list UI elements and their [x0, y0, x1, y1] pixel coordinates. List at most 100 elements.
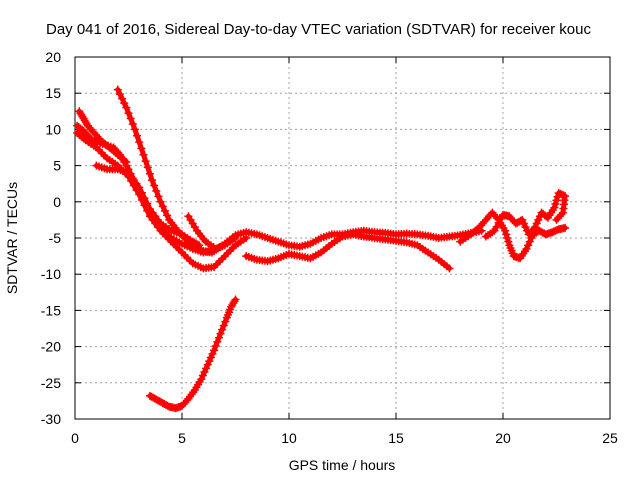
data-point [200, 367, 209, 376]
series-track-9 [456, 208, 570, 263]
data-point [524, 241, 533, 250]
data-point [529, 224, 538, 233]
data-point [518, 215, 527, 224]
y-tick-label: -10 [41, 266, 61, 282]
data-point [150, 181, 159, 190]
y-tick-label: 20 [45, 49, 61, 65]
y-tick-label: -20 [41, 339, 61, 355]
x-tick-label: 0 [71, 430, 79, 446]
series-track-10 [481, 189, 570, 241]
x-tick-label: 5 [178, 430, 186, 446]
data-point [95, 134, 104, 143]
data-point [198, 371, 207, 380]
data-point [154, 192, 163, 201]
data-point [160, 206, 169, 215]
y-tick-label: -5 [49, 230, 62, 246]
data-point [126, 114, 135, 123]
data-point [137, 188, 146, 197]
data-point [501, 226, 510, 235]
y-tick-label: -25 [41, 375, 61, 391]
data-point [122, 157, 131, 166]
data-point [77, 125, 86, 134]
series-track-8 [145, 295, 240, 413]
data-point [140, 194, 149, 203]
data-point [122, 103, 131, 112]
data-point [519, 219, 528, 228]
data-point [197, 375, 206, 384]
y-tick-label: -30 [41, 411, 61, 427]
data-point [502, 230, 511, 239]
data-point [231, 234, 240, 242]
data-point [551, 199, 560, 208]
data-point [195, 241, 204, 250]
y-tick-label: 15 [45, 85, 61, 101]
chart-title: Day 041 of 2016, Sidereal Day-to-day VTE… [46, 21, 591, 38]
data-point [521, 223, 530, 232]
data-point [145, 169, 154, 178]
grid-lines [75, 57, 610, 419]
data-point [221, 317, 230, 326]
data-point [213, 337, 222, 346]
axis-ticks [74, 56, 611, 420]
series-track-6 [184, 212, 240, 253]
data-point [216, 329, 225, 338]
x-tick-labels: 0 5 10 15 20 25 [71, 430, 618, 446]
y-tick-label: 0 [53, 194, 61, 210]
data-point [143, 199, 152, 208]
data-point [141, 157, 150, 166]
data-point [163, 211, 172, 220]
data-point [504, 237, 513, 246]
data-point [561, 223, 570, 232]
data-point [445, 264, 454, 273]
data-point [148, 176, 157, 185]
data-point [203, 360, 212, 369]
data-point [208, 349, 217, 358]
data-point [156, 197, 165, 206]
y-axis-label: SDTVAR / TECUs [4, 182, 20, 294]
data-point [202, 364, 211, 373]
data-point [128, 119, 137, 128]
data-point [120, 99, 129, 108]
x-axis-label: GPS time / hours [289, 457, 396, 473]
data-point [118, 94, 127, 103]
y-tick-label: 5 [53, 158, 61, 174]
data-point [206, 353, 215, 362]
data-point [135, 183, 144, 192]
series-track-5 [75, 107, 131, 166]
data-point [210, 346, 219, 355]
data-point [230, 297, 239, 306]
data-point [534, 215, 543, 224]
y-tick-labels: -30 -25 -20 -15 -10 -5 0 5 10 15 20 [41, 49, 61, 427]
data-point [130, 125, 139, 134]
data-point [135, 138, 144, 147]
data-point [115, 90, 124, 99]
y-tick-label: -15 [41, 302, 61, 318]
data-point [158, 202, 167, 211]
data-point [525, 237, 534, 246]
y-tick-label: 10 [45, 121, 61, 137]
x-tick-label: 20 [495, 430, 511, 446]
data-point [214, 333, 223, 342]
data-point [532, 219, 541, 228]
data-point [133, 131, 142, 140]
data-point [522, 244, 531, 253]
data-point [139, 150, 148, 159]
data-point [211, 342, 220, 351]
x-tick-label: 10 [281, 430, 297, 446]
data-point [550, 203, 559, 212]
series-track-4 [92, 161, 204, 250]
data-point [143, 163, 152, 172]
data-point [554, 214, 563, 223]
data-point [205, 357, 214, 366]
data-point [552, 215, 561, 224]
data-point [113, 85, 122, 94]
data-point [242, 234, 251, 242]
x-tick-label: 25 [602, 430, 618, 446]
x-tick-label: 15 [388, 430, 404, 446]
series-track-7 [242, 230, 454, 273]
data-point [231, 295, 240, 304]
data-point [218, 325, 227, 334]
data-point [152, 186, 161, 195]
data-point [124, 109, 133, 118]
